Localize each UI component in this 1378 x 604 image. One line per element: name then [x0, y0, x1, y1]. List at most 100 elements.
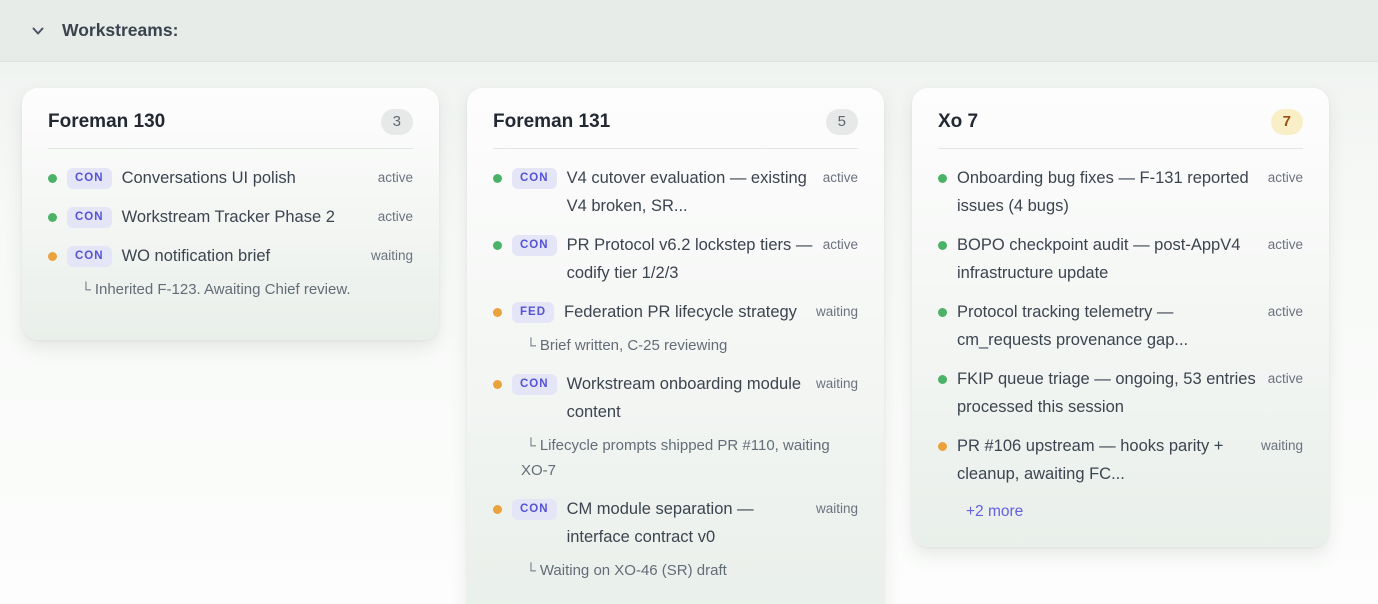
- workstream-item[interactable]: Protocol tracking telemetry — cm_request…: [938, 298, 1303, 354]
- workstream-item[interactable]: FKIP queue triage — ongoing, 53 entries …: [938, 365, 1303, 421]
- item-status: active: [1267, 237, 1303, 252]
- cards-row: Foreman 130 3 CON Conversations UI polis…: [0, 62, 1378, 604]
- item-note: └ Lifecycle prompts shipped PR #110, wai…: [521, 433, 858, 483]
- status-dot: [493, 308, 502, 317]
- item-block: CON WO notification brief waiting └ Inhe…: [48, 242, 413, 302]
- item-label: CM module separation — interface contrac…: [566, 500, 754, 546]
- item-block: CON CM module separation — interface con…: [493, 495, 858, 583]
- item-status: active: [1267, 304, 1303, 319]
- item-label: Onboarding bug fixes — F-131 reported is…: [957, 169, 1249, 215]
- item-block: Onboarding bug fixes — F-131 reported is…: [938, 164, 1303, 220]
- workstream-item[interactable]: BOPO checkpoint audit — post-AppV4 infra…: [938, 231, 1303, 287]
- status-dot: [493, 505, 502, 514]
- item-tag: CON: [512, 168, 557, 189]
- item-block: BOPO checkpoint audit — post-AppV4 infra…: [938, 231, 1303, 287]
- item-label: Workstream onboarding module content: [566, 375, 802, 421]
- item-block: FED Federation PR lifecycle strategy wai…: [493, 298, 858, 358]
- item-tag: FED: [512, 302, 554, 323]
- workstream-item[interactable]: CON V4 cutover evaluation — existing V4 …: [493, 164, 858, 220]
- item-label: PR Protocol v6.2 lockstep tiers — codify…: [566, 236, 813, 282]
- status-dot: [938, 308, 947, 317]
- note-branch-glyph: └: [526, 562, 540, 578]
- item-tag: CON: [512, 374, 557, 395]
- item-block: PR #106 upstream — hooks parity + cleanu…: [938, 432, 1303, 488]
- item-tag: CON: [512, 235, 557, 256]
- item-tag: CON: [67, 207, 112, 228]
- card-header: Foreman 131 5: [493, 109, 858, 149]
- item-label: Protocol tracking telemetry — cm_request…: [957, 303, 1189, 349]
- workstream-item[interactable]: CON PR Protocol v6.2 lockstep tiers — co…: [493, 231, 858, 287]
- item-label: V4 cutover evaluation — existing V4 brok…: [566, 169, 807, 215]
- status-dot: [938, 442, 947, 451]
- item-status: active: [1267, 170, 1303, 185]
- item-status: active: [377, 170, 413, 185]
- workstream-item[interactable]: FED Federation PR lifecycle strategy wai…: [493, 298, 858, 326]
- item-label: PR #106 upstream — hooks parity + cleanu…: [957, 437, 1224, 483]
- workstream-item[interactable]: PR #106 upstream — hooks parity + cleanu…: [938, 432, 1303, 488]
- item-block: FKIP queue triage — ongoing, 53 entries …: [938, 365, 1303, 421]
- item-label: Federation PR lifecycle strategy: [564, 303, 797, 321]
- section-title: Workstreams:: [62, 20, 179, 40]
- workstream-card: Foreman 130 3 CON Conversations UI polis…: [22, 88, 439, 340]
- note-branch-glyph: └: [526, 437, 540, 453]
- item-note: └ Brief written, C-25 reviewing: [521, 333, 858, 358]
- item-block: CON Conversations UI polish active: [48, 164, 413, 192]
- workstream-item[interactable]: CON CM module separation — interface con…: [493, 495, 858, 551]
- chevron-down-icon[interactable]: [29, 22, 47, 40]
- item-note-text: Brief written, C-25 reviewing: [539, 337, 728, 354]
- item-status: waiting: [815, 304, 858, 319]
- item-status: active: [822, 237, 858, 252]
- card-header: Xo 7 7: [938, 109, 1303, 149]
- item-block: Protocol tracking telemetry — cm_request…: [938, 298, 1303, 354]
- item-label: Workstream Tracker Phase 2: [121, 208, 335, 226]
- status-dot: [48, 213, 57, 222]
- item-tag: CON: [67, 168, 112, 189]
- item-label: BOPO checkpoint audit — post-AppV4 infra…: [957, 236, 1241, 282]
- workstream-item[interactable]: Onboarding bug fixes — F-131 reported is…: [938, 164, 1303, 220]
- workstream-item[interactable]: CON Workstream Tracker Phase 2 active: [48, 203, 413, 231]
- workstream-item[interactable]: CON Workstream onboarding module content…: [493, 370, 858, 426]
- card-items: CON Conversations UI polish active CON W…: [48, 164, 413, 302]
- status-dot: [938, 375, 947, 384]
- card-items: CON V4 cutover evaluation — existing V4 …: [493, 164, 858, 583]
- card-count-badge: 3: [380, 109, 413, 135]
- item-status: waiting: [370, 248, 413, 263]
- item-note-text: Lifecycle prompts shipped PR #110, waiti…: [521, 437, 830, 479]
- item-block: CON Workstream Tracker Phase 2 active: [48, 203, 413, 231]
- item-tag: CON: [67, 246, 112, 267]
- item-note: └ Inherited F-123. Awaiting Chief review…: [76, 277, 413, 302]
- status-dot: [493, 241, 502, 250]
- item-block: CON Workstream onboarding module content…: [493, 370, 858, 483]
- status-dot: [938, 241, 947, 250]
- item-tag: CON: [512, 499, 557, 520]
- workstreams-header: Workstreams:: [0, 0, 1378, 62]
- workstream-card: Foreman 131 5 CON V4 cutover evaluation …: [467, 88, 884, 604]
- status-dot: [48, 174, 57, 183]
- item-status: active: [822, 170, 858, 185]
- item-status: waiting: [1260, 438, 1303, 453]
- workstream-item[interactable]: CON Conversations UI polish active: [48, 164, 413, 192]
- item-status: active: [377, 209, 413, 224]
- item-note-text: Waiting on XO-46 (SR) draft: [539, 562, 727, 579]
- item-block: CON V4 cutover evaluation — existing V4 …: [493, 164, 858, 220]
- item-label: FKIP queue triage — ongoing, 53 entries …: [957, 370, 1256, 416]
- card-count-badge: 7: [1270, 109, 1303, 135]
- item-label: Conversations UI polish: [121, 169, 296, 187]
- status-dot: [938, 174, 947, 183]
- status-dot: [493, 174, 502, 183]
- status-dot: [48, 252, 57, 261]
- item-status: active: [1267, 371, 1303, 386]
- item-block: CON PR Protocol v6.2 lockstep tiers — co…: [493, 231, 858, 287]
- item-note-text: Inherited F-123. Awaiting Chief review.: [94, 281, 351, 298]
- note-branch-glyph: └: [81, 281, 95, 297]
- card-title: Foreman 131: [493, 111, 611, 132]
- item-status: waiting: [815, 501, 858, 516]
- item-label: WO notification brief: [121, 247, 271, 265]
- workstream-item[interactable]: CON WO notification brief waiting: [48, 242, 413, 270]
- card-title: Xo 7: [938, 111, 979, 132]
- more-link[interactable]: +2 more: [966, 503, 1024, 520]
- item-status: waiting: [815, 376, 858, 391]
- note-branch-glyph: └: [526, 337, 540, 353]
- card-count-badge: 5: [825, 109, 858, 135]
- status-dot: [493, 380, 502, 389]
